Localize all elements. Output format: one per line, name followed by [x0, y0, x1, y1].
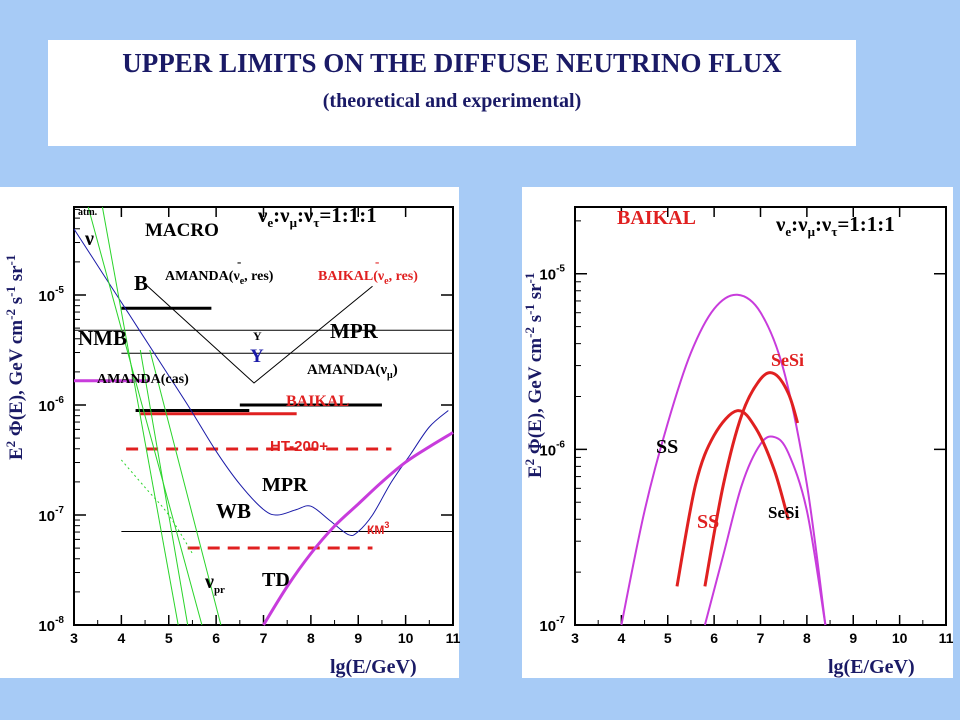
left-y-tick-label: 10-5 [38, 285, 64, 305]
left-series-mpr-blue [73, 228, 449, 537]
right-x-tick-label: 3 [571, 630, 579, 646]
left-y-tick-label: 10-7 [38, 505, 64, 525]
right-x-tick-label: 11 [939, 630, 954, 646]
label-baikal: BAIKAL [286, 393, 349, 410]
right-series-ss-baikal [675, 409, 790, 587]
left-chart-background [0, 187, 459, 678]
label-td: TD [262, 569, 290, 591]
left-series-pr-lower [139, 349, 189, 626]
label-macro: MACRO [145, 220, 219, 241]
right-y-tick-label: 10-6 [539, 439, 565, 459]
right-label-ss: SS [656, 436, 678, 458]
right-x-tick-label: 10 [892, 630, 908, 646]
right-xlabel: lg(E/GeV) [828, 656, 915, 678]
left-series-amanda-e-res-baikal-e-res [144, 283, 373, 384]
left-series-layer [73, 206, 454, 626]
label-km3: КМ3 [367, 520, 389, 537]
left-x-tick-label: 8 [307, 630, 315, 646]
label-y-small: Y [253, 329, 262, 343]
label-amanda-numu: AMANDA(νμ) [307, 362, 398, 381]
right-x-tick-label: 6 [710, 630, 718, 646]
label-mpr-bottom: MPR [262, 474, 308, 496]
left-flavor-ratio: νe:νμ:ντ=1:1:1 [257, 203, 377, 230]
left-axis-ticks: 3 4 5 6 7 8 9 10 11 10-5 10-6 10-7 10-8 [38, 207, 461, 646]
left-series-td [262, 431, 454, 626]
right-y-tick-label: 10-5 [539, 264, 565, 284]
label-nmb: NMB [78, 326, 127, 350]
label-y-blue: Y [250, 346, 264, 367]
right-x-tick-label: 9 [849, 630, 857, 646]
left-xlabel: lg(E/GeV) [330, 656, 417, 678]
left-x-tick-label: 6 [212, 630, 220, 646]
right-ylabel: E2 Φ(E), GeV cm-2 s-1 sr-1 [522, 273, 546, 478]
right-x-tick-label: 5 [664, 630, 672, 646]
label-amanda-cas: AMANDA(cas) [97, 372, 189, 387]
left-series-atm-lower [101, 206, 179, 626]
left-y-tick-label: 10-6 [38, 395, 64, 415]
right-flavor-ratio: νe:νμ:ντ=1:1:1 [775, 212, 895, 239]
right-label-sesi-red: SeSi [771, 350, 804, 370]
right-series-ss [620, 293, 827, 626]
label-nu-atm: ν [84, 228, 94, 250]
label-baikal-res: BAIKAL(νe, res) [318, 269, 418, 287]
right-x-tick-label: 7 [757, 630, 765, 646]
page-subtitle: (theoretical and experimental) [322, 90, 582, 112]
left-x-tick-label: 5 [165, 630, 173, 646]
left-ylabel: E2 Φ(E), GeV cm-2 s-1 sr-1 [3, 255, 27, 460]
right-x-tick-label: 8 [803, 630, 811, 646]
label-b: B [134, 271, 148, 295]
label-nu-pr: νpr [204, 571, 225, 596]
left-x-tick-label: 3 [70, 630, 78, 646]
right-label-ss-red: SS [697, 511, 719, 533]
page-title: UPPER LIMITS ON THE DIFFUSE NEUTRINO FLU… [122, 48, 782, 78]
label-wb: WB [216, 499, 251, 523]
left-y-tick-label: 10-8 [38, 615, 64, 635]
left-x-tick-label: 10 [398, 630, 414, 646]
right-axis-ticks: 3 4 5 6 7 8 9 10 11 10-5 10-6 10-7 [539, 207, 954, 646]
label-atm: atm. [78, 207, 98, 218]
right-label-baikal: BAIKAL [617, 207, 696, 229]
right-label-sesi-black: SeSi [768, 503, 799, 522]
left-x-tick-label: 9 [354, 630, 362, 646]
left-x-tick-label: 11 [446, 630, 461, 646]
label-ht200: HT-200+ [270, 438, 328, 455]
title-panel: UPPER LIMITS ON THE DIFFUSE NEUTRINO FLU… [48, 40, 856, 146]
left-series-atm-upper [87, 206, 203, 626]
right-x-tick-label: 4 [617, 630, 625, 646]
right-y-tick-label: 10-7 [539, 615, 565, 635]
label-amanda-res-bar: - [237, 254, 241, 269]
label-mpr-top: MPR [330, 319, 379, 343]
left-chart: 3 4 5 6 7 8 9 10 11 10-5 10-6 10-7 10-8 E2 Φ(E), GeV… [0, 187, 461, 678]
right-series-sesi-baikal [703, 371, 800, 587]
left-series-pr-dotted [121, 459, 193, 554]
left-x-tick-label: 7 [260, 630, 268, 646]
right-series-layer [620, 293, 827, 626]
label-baikal-res-bar: - [375, 254, 379, 269]
left-x-tick-label: 4 [117, 630, 125, 646]
label-amanda-res: AMANDA(νe, res) [165, 269, 274, 287]
right-chart: 3 4 5 6 7 8 9 10 11 10-5 10-6 10-7 E2 Φ(E), GeV cm-… [522, 187, 954, 678]
right-series-sesi [703, 435, 827, 626]
left-series-pr-upper [149, 349, 222, 626]
